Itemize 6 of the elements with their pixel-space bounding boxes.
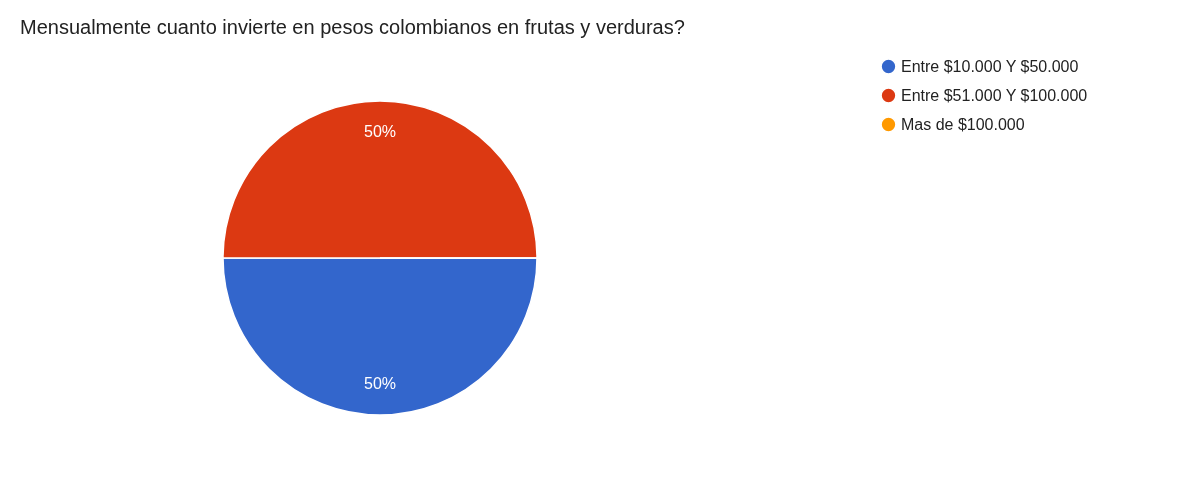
legend-label: Entre $51.000 Y $100.000 [901, 86, 1088, 104]
data-label: 50% [363, 123, 397, 141]
chart-title: Mensualmente cuanto invierte en pesos colombianos en frutas y verduras? [20, 16, 685, 38]
legend-label: Mas de $100.000 [901, 115, 1025, 133]
legend-label: Entre $10.000 Y $50.000 [901, 57, 1079, 75]
data-label: 50% [363, 374, 397, 392]
